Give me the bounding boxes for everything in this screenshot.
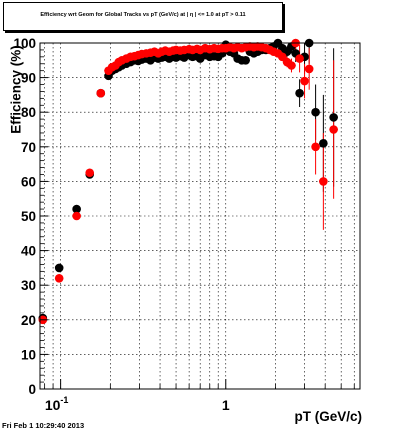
data-point-series-2 bbox=[54, 273, 64, 283]
data-point-series-2 bbox=[329, 125, 338, 134]
error-bars bbox=[38, 42, 338, 324]
y-tick-label: 90 bbox=[21, 71, 36, 86]
y-tick-label: 0 bbox=[28, 382, 36, 397]
data-points bbox=[38, 38, 338, 325]
data-point-series-1 bbox=[329, 113, 338, 122]
y-tick-label: 20 bbox=[21, 313, 36, 328]
data-point-series-1 bbox=[54, 263, 64, 273]
x-axis-label: pT (GeV/c) bbox=[294, 409, 362, 424]
y-tick-label: 60 bbox=[21, 174, 36, 189]
data-point-series-2 bbox=[304, 64, 314, 74]
data-point-series-2 bbox=[300, 76, 309, 86]
data-point-series-1 bbox=[241, 56, 250, 65]
axis-ticks: 0 10 20 30 40 50 60 70 80 90 100 10-1 1 bbox=[13, 36, 355, 413]
data-point-series-2 bbox=[287, 61, 296, 70]
data-point-series-1 bbox=[311, 107, 320, 117]
y-tick-label: 10 bbox=[21, 347, 36, 362]
data-point-series-2 bbox=[311, 142, 320, 152]
data-point-series-2 bbox=[319, 177, 328, 186]
y-tick-label: 100 bbox=[13, 36, 36, 51]
data-point-series-1 bbox=[72, 204, 81, 214]
x-tick-label: 10-1 bbox=[45, 395, 69, 413]
data-point-series-2 bbox=[85, 168, 95, 178]
chart-title: Efficiency wrt Geom for Global Tracks vs… bbox=[40, 12, 246, 18]
data-point-series-2 bbox=[96, 88, 106, 98]
grid-lines bbox=[40, 43, 360, 389]
y-tick-label: 30 bbox=[21, 278, 36, 293]
data-point-series-2 bbox=[295, 54, 304, 63]
y-tick-label: 40 bbox=[21, 244, 36, 259]
timestamp: Fri Feb 1 10:29:40 2013 bbox=[2, 421, 85, 430]
data-point-series-1 bbox=[295, 88, 304, 98]
y-tick-label: 50 bbox=[21, 209, 36, 224]
y-axis-label: Efficiency (%) bbox=[8, 45, 24, 134]
y-tick-label: 80 bbox=[21, 105, 36, 120]
title-box: Efficiency wrt Geom for Global Tracks vs… bbox=[3, 2, 283, 31]
data-point-series-2 bbox=[72, 211, 81, 221]
y-tick-label: 70 bbox=[21, 140, 36, 155]
data-point-series-1 bbox=[319, 139, 328, 148]
x-tick-label: 1 bbox=[222, 397, 230, 413]
